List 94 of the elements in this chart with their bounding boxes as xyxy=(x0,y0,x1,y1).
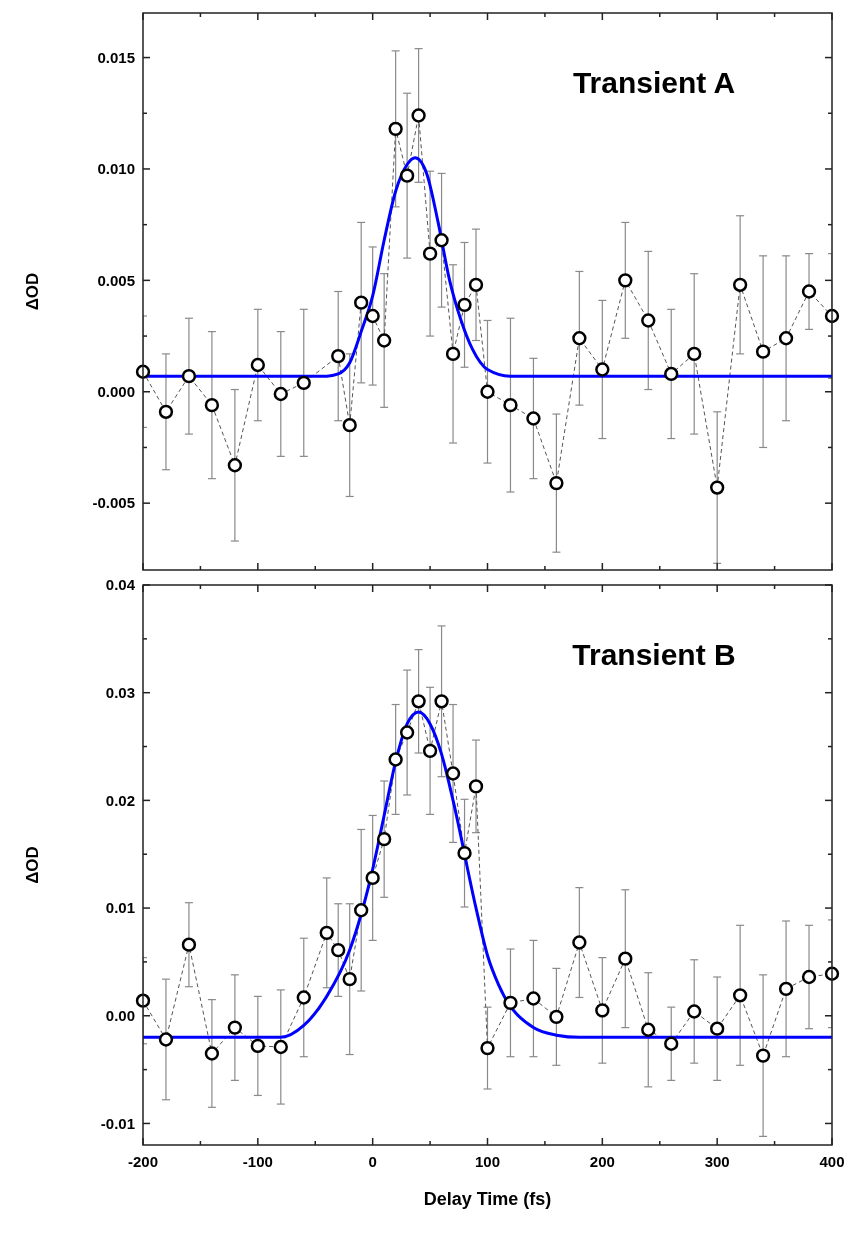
point xyxy=(204,397,220,413)
point xyxy=(434,694,449,709)
point xyxy=(641,1022,656,1037)
point xyxy=(445,766,461,781)
point xyxy=(273,386,288,402)
point xyxy=(296,990,311,1005)
point xyxy=(399,168,415,183)
point xyxy=(755,1048,771,1063)
point xyxy=(445,346,461,362)
point xyxy=(354,903,369,918)
point xyxy=(411,108,426,123)
x-tick-label: 300 xyxy=(704,1153,730,1170)
x-tick-label: -200 xyxy=(127,1153,159,1170)
point xyxy=(411,694,426,709)
point xyxy=(342,972,357,987)
point xyxy=(595,362,610,377)
point xyxy=(778,331,794,346)
point xyxy=(572,935,587,950)
y-tick-label: 0.04 xyxy=(105,576,136,594)
point xyxy=(480,1040,495,1056)
point xyxy=(618,273,633,288)
point xyxy=(227,458,243,473)
point xyxy=(457,846,472,861)
point xyxy=(331,348,346,364)
point xyxy=(480,384,495,399)
point xyxy=(250,1038,265,1054)
point xyxy=(801,969,817,985)
point xyxy=(801,284,817,299)
point xyxy=(457,297,472,313)
point xyxy=(549,475,564,491)
point xyxy=(572,331,587,346)
point xyxy=(376,832,392,847)
point xyxy=(319,925,334,940)
y-tick-label: 0.00 xyxy=(105,1007,135,1025)
y-tick-label: 0.015 xyxy=(97,48,135,66)
point xyxy=(296,375,311,390)
point xyxy=(376,333,392,348)
x-tick-label: 400 xyxy=(819,1153,845,1170)
x-tick-label: 100 xyxy=(474,1153,501,1170)
point xyxy=(227,1020,243,1035)
point xyxy=(434,233,449,248)
point xyxy=(595,1003,610,1018)
point xyxy=(273,1039,288,1055)
y-tick-label: 0.000 xyxy=(97,383,135,401)
point xyxy=(618,951,633,966)
point xyxy=(365,870,380,886)
point xyxy=(388,752,403,767)
point xyxy=(399,725,415,740)
point xyxy=(641,313,656,328)
point xyxy=(468,277,484,292)
x-tick-label: 0 xyxy=(368,1153,377,1170)
point xyxy=(158,1032,174,1047)
x-tick-label: -100 xyxy=(242,1153,273,1170)
point xyxy=(422,743,438,758)
point xyxy=(664,1036,679,1051)
point xyxy=(158,404,174,419)
point xyxy=(732,277,748,292)
y-tick-label: 0.01 xyxy=(105,899,135,917)
point xyxy=(710,1021,725,1036)
point xyxy=(549,1009,564,1024)
y-tick-label: 0.005 xyxy=(97,271,135,289)
point xyxy=(710,480,725,495)
point xyxy=(422,246,438,261)
y-axis-title: ΔOD xyxy=(23,272,42,311)
point xyxy=(526,991,541,1006)
point xyxy=(204,1046,220,1061)
point xyxy=(365,308,380,324)
point xyxy=(331,942,346,958)
y-tick-label: 0.03 xyxy=(105,683,135,701)
point xyxy=(181,369,197,384)
point xyxy=(526,411,541,426)
point xyxy=(503,995,518,1010)
y-tick-label: -0.01 xyxy=(100,1114,135,1132)
point xyxy=(354,295,369,310)
point xyxy=(250,357,265,373)
point xyxy=(181,937,197,952)
x-tick-label: 200 xyxy=(589,1153,615,1170)
point xyxy=(503,397,518,413)
point xyxy=(755,344,771,359)
point xyxy=(664,366,679,382)
text: Transient B xyxy=(572,638,736,671)
point xyxy=(687,1004,702,1019)
y-axis-title: ΔOD xyxy=(23,846,42,884)
point xyxy=(342,418,357,433)
y-tick-label: -0.005 xyxy=(92,494,135,512)
point xyxy=(778,981,794,996)
point xyxy=(732,988,748,1003)
point xyxy=(388,121,403,137)
point xyxy=(468,779,484,794)
point xyxy=(687,346,702,362)
y-tick-label: 0.02 xyxy=(105,791,135,809)
y-tick-label: 0.010 xyxy=(97,160,135,178)
x-axis-title: Delay Time (fs) xyxy=(423,1189,552,1209)
text: Transient A xyxy=(572,66,736,99)
